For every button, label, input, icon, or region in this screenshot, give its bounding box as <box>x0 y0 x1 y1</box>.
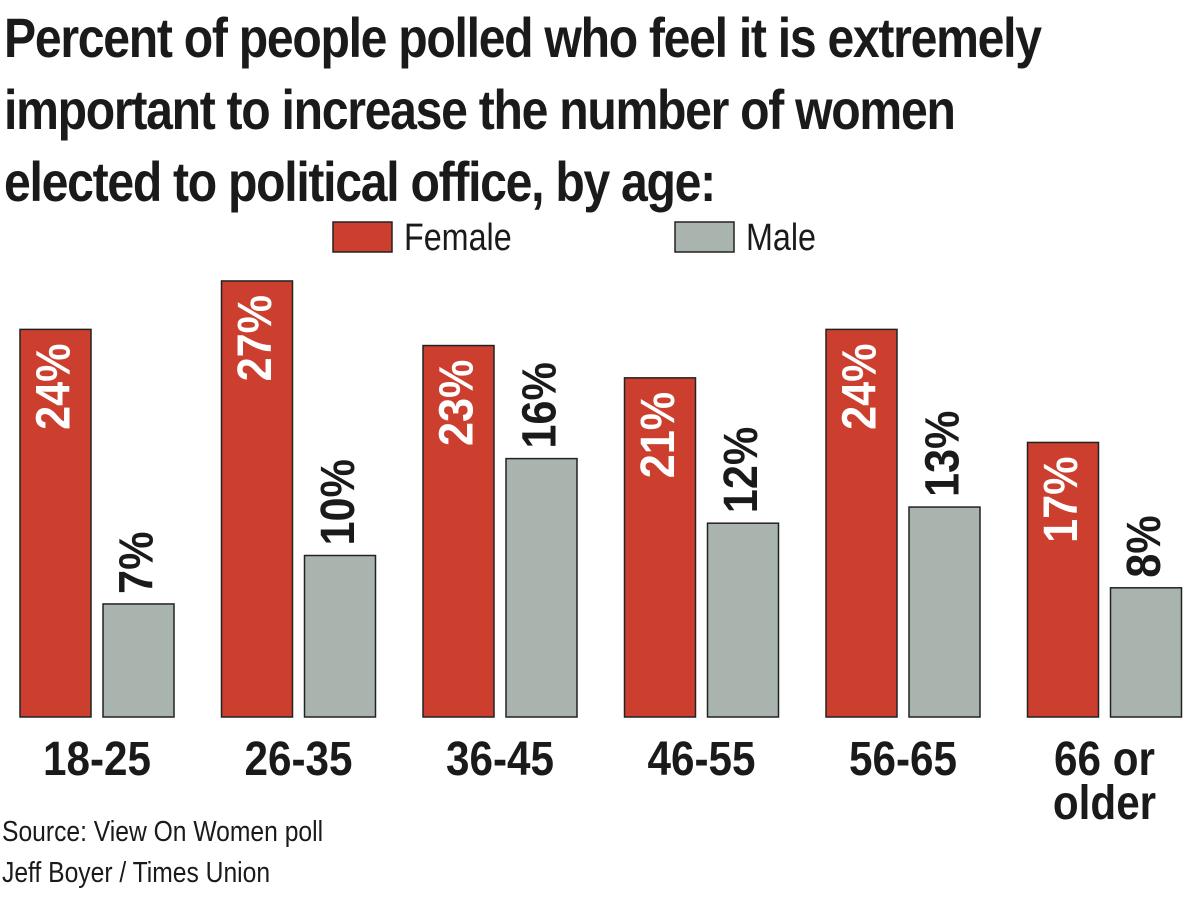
legend-label-female: Female <box>404 217 512 259</box>
bar-female-0 <box>19 328 92 718</box>
legend-label-male: Male <box>746 217 816 259</box>
bar-female-4 <box>825 328 898 718</box>
bar-female-5 <box>1026 441 1100 718</box>
value-label-female-1: 27% <box>228 295 282 381</box>
value-label-male-5: 8% <box>1117 515 1171 577</box>
value-label-female-4: 24% <box>832 343 886 429</box>
value-label-male-0: 7% <box>109 532 163 594</box>
category-label-18-25: 18-25 <box>43 731 151 785</box>
category-label-66-or-older-line-1: 66 or <box>1054 731 1155 785</box>
value-label-female-2: 23% <box>429 360 483 446</box>
category-label-36-45: 36-45 <box>446 731 554 785</box>
bar-female-3 <box>623 377 697 718</box>
value-label-female-3: 21% <box>631 392 685 478</box>
value-label-female-5: 17% <box>1034 456 1088 542</box>
source-credit: Source: View On Women poll <box>2 816 324 848</box>
bar-male-2 <box>505 457 578 718</box>
bar-female-1 <box>220 280 294 718</box>
category-label-46-55: 46-55 <box>647 731 755 785</box>
chart-title-line-2: important to increase the number of wome… <box>4 78 956 141</box>
bar-male-0 <box>102 603 175 718</box>
bar-male-5 <box>1109 587 1183 718</box>
bar-male-4 <box>908 506 981 718</box>
bar-male-1 <box>303 554 377 718</box>
value-label-male-3: 12% <box>714 427 768 513</box>
chart-bars: 24% 7% 27% 10% 23% 16% 21% 12% 24% 13% 17% 8% <box>19 280 1183 718</box>
value-label-female-0: 24% <box>26 343 80 429</box>
bar-male-3 <box>706 522 780 718</box>
legend-swatch-male <box>674 221 735 253</box>
value-label-male-2: 16% <box>512 362 566 448</box>
bar-female-2 <box>422 344 495 718</box>
legend-swatch-female <box>332 221 393 253</box>
value-label-male-4: 13% <box>915 411 969 497</box>
category-label-66-or-older-line-2: older <box>1053 775 1156 829</box>
category-label-26-35: 26-35 <box>244 731 352 785</box>
chart-title: Percent of people polled who feel it is … <box>4 2 1042 218</box>
byline-credit: Jeff Boyer / Times Union <box>2 857 271 889</box>
chart-title-line-1: Percent of people polled who feel it is … <box>4 6 1042 69</box>
category-label-56-65: 56-65 <box>849 731 957 785</box>
chart-title-line-3: elected to political office, by age: <box>4 150 716 213</box>
chart-legend: Female Male <box>332 217 816 259</box>
value-label-male-1: 10% <box>311 459 365 545</box>
